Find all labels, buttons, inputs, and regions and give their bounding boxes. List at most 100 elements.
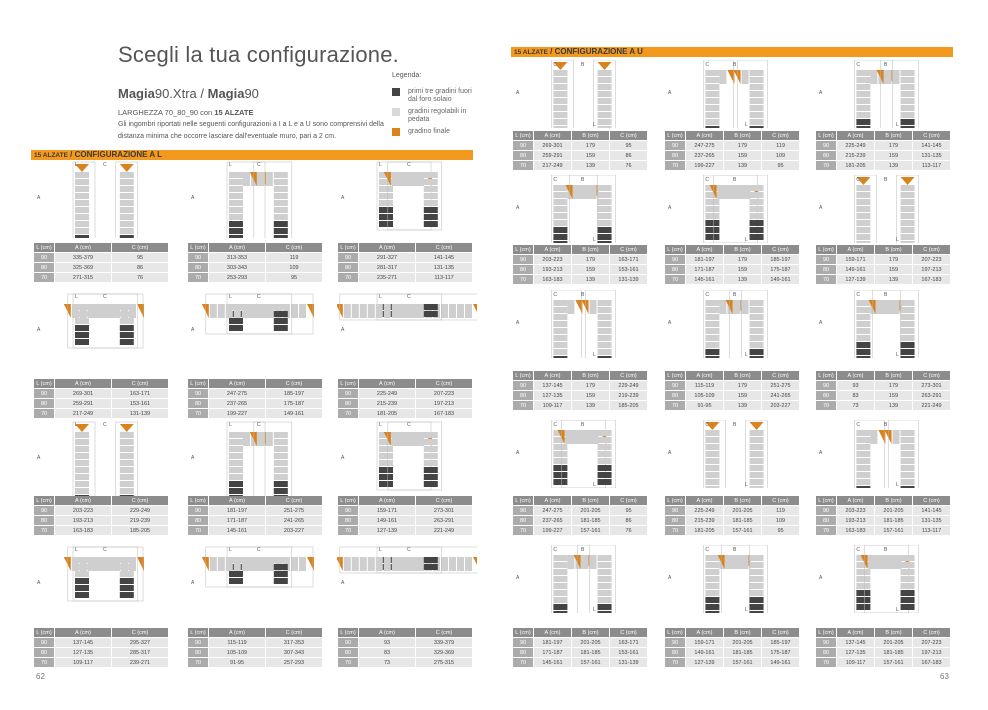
table-cell: 163-171 xyxy=(610,255,647,264)
table-cell: 157-161 xyxy=(724,526,761,535)
staircase-diagram: A B C L xyxy=(516,545,616,613)
table-cell: 307-343 xyxy=(266,648,322,657)
table-cell: 329-369 xyxy=(416,648,472,657)
column-header: A (cm) xyxy=(686,131,723,140)
column-header: B (cm) xyxy=(875,496,912,505)
table-cell: 139 xyxy=(572,401,609,410)
table-cell: 95 xyxy=(762,526,799,535)
table-cell: 141-145 xyxy=(913,141,950,150)
table-cell: 171-187 xyxy=(534,648,571,657)
table-row: 70 181-205 139 113-117 xyxy=(816,161,950,170)
table-cell: 95 xyxy=(266,273,322,282)
table-cell: 247-275 xyxy=(534,506,571,515)
dimension-table: L (cm) A (cm) B (cm) C (cm) 90 247-275 201-205… xyxy=(512,495,648,536)
column-header: A (cm) xyxy=(686,628,723,637)
table-cell: 115-119 xyxy=(686,381,723,390)
table-cell: 153-161 xyxy=(610,265,647,274)
column-header: B (cm) xyxy=(572,371,609,380)
table-row: 80 259-291 159 86 xyxy=(513,151,647,160)
column-header: C (cm) xyxy=(913,371,950,380)
staircase-diagram: A B C L xyxy=(819,60,919,128)
table-header: L (cm) A (cm) C (cm) xyxy=(338,243,472,252)
table-row: 70 127-139 157-161 149-161 xyxy=(665,658,799,667)
table-cell: 159 xyxy=(875,265,912,274)
staircase-diagram: A C L xyxy=(191,546,314,588)
column-header: A (cm) xyxy=(359,496,415,505)
table-row: 80 149-161 181-185 175-187 xyxy=(665,648,799,657)
table-cell: 109-117 xyxy=(534,401,571,410)
table-cell: 179 xyxy=(875,381,912,390)
table-cell: 119 xyxy=(266,253,322,262)
table-cell: 91-95 xyxy=(209,658,265,667)
dimension-label: C xyxy=(103,162,107,168)
table-cell: 127-139 xyxy=(686,658,723,667)
table-cell: 90 xyxy=(513,638,533,647)
table-row: 70 217-249 131-139 xyxy=(34,409,168,418)
table-cell: 70 xyxy=(665,275,685,284)
table-cell: 275-315 xyxy=(416,658,472,667)
table-cell: 70 xyxy=(513,275,533,284)
table-cell: 239-271 xyxy=(112,658,168,667)
table-cell: 109 xyxy=(762,516,799,525)
table-cell: 70 xyxy=(665,401,685,410)
table-cell: 90 xyxy=(665,381,685,390)
table-cell: 70 xyxy=(34,658,54,667)
table-cell: 201-205 xyxy=(724,506,761,515)
table-cell: 115-119 xyxy=(209,638,265,647)
table-cell: 247-275 xyxy=(209,389,265,398)
table-cell: 241-265 xyxy=(266,516,322,525)
table-cell: 131-135 xyxy=(913,516,950,525)
staircase-diagram: A B C L xyxy=(819,290,919,358)
table-cell: 153-161 xyxy=(610,648,647,657)
table-cell: 95 xyxy=(112,253,168,262)
table-row: 80 281-317 131-135 xyxy=(338,263,472,272)
table-cell: 139 xyxy=(724,401,761,410)
table-row: 90 115-119 179 251-275 xyxy=(665,381,799,390)
table-row: 90 225-249 201-205 119 xyxy=(665,506,799,515)
staircase-diagram: A C L xyxy=(191,161,293,238)
dimension-label: B xyxy=(581,422,585,428)
dimension-label: A xyxy=(668,90,672,96)
dimension-label: L xyxy=(75,422,78,428)
table-cell: 219-239 xyxy=(610,391,647,400)
table-cell: 90 xyxy=(188,253,208,262)
table-cell: 141-145 xyxy=(416,253,472,262)
dimension-table: L (cm) A (cm) C (cm) 90 115-119 317-353 80 105-… xyxy=(187,627,323,668)
dimension-table: L (cm) A (cm) B (cm) C (cm) 90 115-119 179 251-… xyxy=(664,370,800,411)
column-header: A (cm) xyxy=(686,371,723,380)
table-cell: 159 xyxy=(572,391,609,400)
table-cell: 113-117 xyxy=(416,273,472,282)
table-cell: 159 xyxy=(572,151,609,160)
table-cell: 90 xyxy=(665,506,685,515)
table-cell: 163-183 xyxy=(55,526,111,535)
table-cell: 80 xyxy=(188,399,208,408)
staircase-diagram: A B C L xyxy=(516,290,616,358)
table-cell: 80 xyxy=(816,265,836,274)
table-cell: 80 xyxy=(188,516,208,525)
table-cell: 181-197 xyxy=(209,506,265,515)
table-cell: 70 xyxy=(665,658,685,667)
table-cell: 76 xyxy=(610,161,647,170)
table-row: 70 253-293 95 xyxy=(188,273,322,282)
table-header: L (cm) A (cm) B (cm) C (cm) xyxy=(665,371,799,380)
dimension-label: B xyxy=(884,547,888,553)
table-cell: 185-205 xyxy=(610,401,647,410)
column-header: L (cm) xyxy=(34,379,54,388)
table-cell: 95 xyxy=(610,141,647,150)
table-cell: 149-161 xyxy=(762,275,799,284)
product-b-rest: 90 xyxy=(244,86,259,101)
table-cell: 70 xyxy=(188,409,208,418)
table-cell: 80 xyxy=(665,516,685,525)
table-cell: 163-183 xyxy=(534,275,571,284)
dimension-label: A xyxy=(516,90,520,96)
table-cell: 269-301 xyxy=(534,141,571,150)
dimension-table: L (cm) A (cm) B (cm) C (cm) 90 203-223 179 163-… xyxy=(512,244,648,285)
table-cell: 159-171 xyxy=(837,255,874,264)
table-cell: 235-271 xyxy=(359,273,415,282)
table-cell: 149-161 xyxy=(266,409,322,418)
dimension-label: A xyxy=(341,580,345,586)
table-cell: 181-197 xyxy=(686,255,723,264)
section-prefix: 15 ALZATE xyxy=(34,152,68,159)
column-header: B (cm) xyxy=(724,131,761,140)
